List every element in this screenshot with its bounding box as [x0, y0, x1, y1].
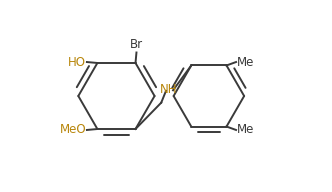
Text: Me: Me: [237, 123, 254, 137]
Text: MeO: MeO: [59, 123, 86, 137]
Text: Me: Me: [237, 55, 254, 69]
Text: Br: Br: [130, 38, 143, 51]
Text: NH: NH: [160, 83, 178, 96]
Text: HO: HO: [68, 55, 86, 69]
